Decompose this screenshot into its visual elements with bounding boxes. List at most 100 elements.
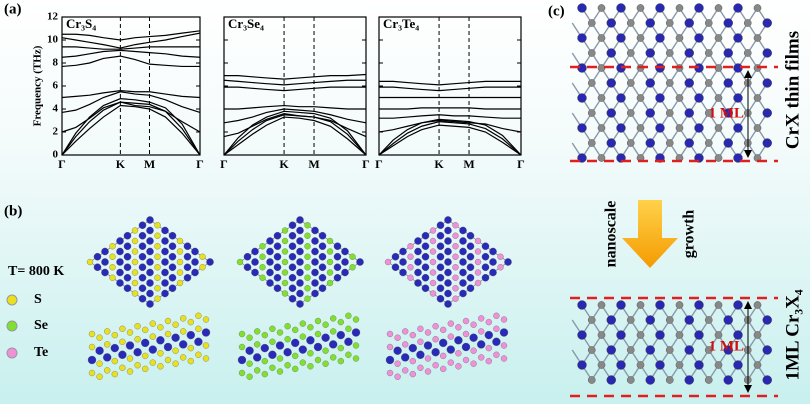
- atom: [606, 108, 616, 118]
- atom: [333, 252, 342, 261]
- atom: [314, 356, 322, 364]
- atom: [416, 350, 425, 359]
- atom: [762, 315, 772, 325]
- atom: [597, 331, 606, 339]
- atom: [164, 356, 172, 364]
- atom: [454, 336, 463, 345]
- atom: [246, 334, 253, 341]
- atom: [146, 258, 154, 266]
- phonon-branch: [379, 107, 521, 110]
- atom: [466, 284, 475, 292]
- atom: [597, 94, 606, 102]
- atom: [311, 226, 319, 235]
- atom: [636, 94, 645, 102]
- atom: [484, 330, 493, 340]
- atom: [261, 331, 268, 339]
- atom: [281, 248, 289, 255]
- atom: [273, 242, 282, 250]
- atom: [273, 273, 282, 282]
- atom: [440, 326, 447, 334]
- atom: [161, 237, 169, 245]
- phonon-branch: [61, 55, 200, 68]
- atom: [126, 355, 134, 362]
- atom: [391, 263, 400, 271]
- atom: [474, 279, 482, 287]
- atom: [626, 109, 635, 117]
- atom: [421, 273, 430, 282]
- atom: [292, 365, 299, 373]
- atom: [296, 268, 304, 277]
- atom: [326, 248, 334, 255]
- atom: [675, 4, 684, 12]
- atom: [587, 376, 596, 384]
- atom: [96, 373, 103, 380]
- atom: [743, 49, 752, 57]
- atom: [394, 373, 401, 380]
- atom: [164, 317, 172, 325]
- atom: [126, 368, 134, 375]
- atom: [101, 268, 109, 277]
- thickness-label: 1 ML: [709, 105, 744, 121]
- atom: [626, 376, 635, 384]
- atom: [704, 109, 713, 117]
- atom: [296, 289, 304, 298]
- atom: [291, 338, 300, 348]
- atom: [259, 253, 266, 260]
- atom: [146, 226, 154, 235]
- atom: [636, 34, 645, 42]
- atom: [606, 78, 616, 88]
- atom: [440, 365, 447, 373]
- atom: [762, 138, 772, 148]
- atom: [481, 273, 490, 282]
- atom: [753, 124, 762, 132]
- atom: [497, 264, 504, 271]
- atom: [269, 325, 276, 332]
- atom: [714, 34, 723, 42]
- atom: [459, 289, 467, 298]
- atom: [281, 290, 289, 297]
- atom: [326, 237, 334, 245]
- atom: [733, 33, 743, 43]
- atom: [168, 242, 177, 250]
- atom: [616, 330, 626, 340]
- atom: [675, 331, 684, 339]
- atom: [307, 350, 314, 357]
- atom: [154, 264, 161, 271]
- atom: [684, 78, 694, 88]
- phonon-branch: [61, 49, 201, 58]
- atom: [187, 344, 194, 352]
- phonon-branch: [379, 80, 521, 86]
- atom: [452, 274, 459, 281]
- atom: [414, 279, 422, 287]
- atom: [444, 216, 452, 224]
- atom: [455, 350, 462, 357]
- atom: [665, 109, 674, 117]
- atom: [154, 295, 161, 302]
- atom: [587, 49, 596, 57]
- atom: [704, 19, 713, 27]
- atom: [311, 237, 319, 245]
- atom: [459, 237, 467, 245]
- phonon-branch: [379, 86, 521, 92]
- thickness-label: 1 ML: [709, 338, 744, 354]
- atom: [493, 325, 500, 332]
- atom: [251, 258, 259, 266]
- atom: [452, 285, 459, 292]
- atom: [626, 19, 635, 27]
- atom: [195, 351, 202, 358]
- atom: [655, 300, 665, 310]
- atom: [436, 284, 445, 292]
- atom: [665, 19, 674, 27]
- phonon-branch: [223, 108, 367, 124]
- atom: [238, 330, 246, 338]
- atom: [606, 345, 616, 355]
- atom: [626, 139, 635, 147]
- atom: [493, 351, 500, 358]
- atom: [675, 94, 684, 102]
- atom: [665, 376, 674, 384]
- atom: [421, 242, 430, 250]
- panel-label: (a): [4, 1, 22, 17]
- atom: [298, 345, 307, 354]
- atom: [326, 269, 334, 276]
- atom: [119, 325, 126, 332]
